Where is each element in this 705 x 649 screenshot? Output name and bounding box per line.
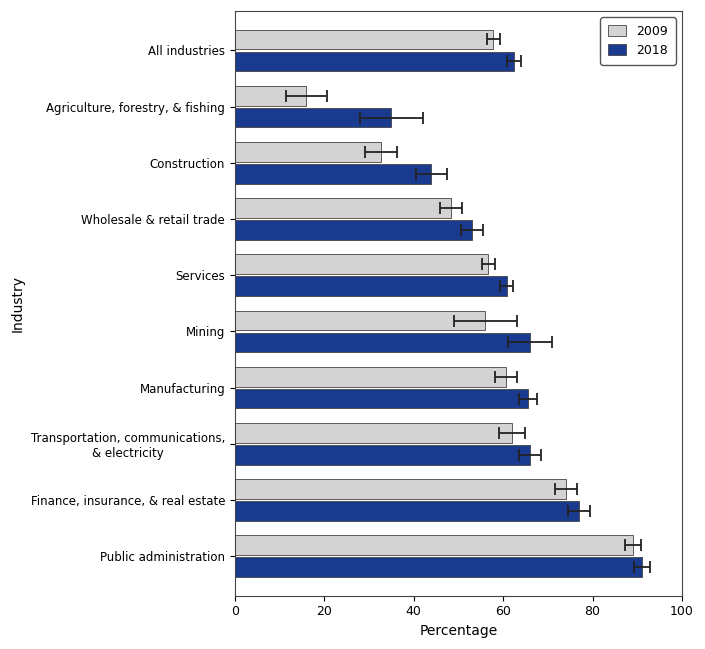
Bar xyxy=(235,367,506,387)
Bar xyxy=(235,254,489,274)
Bar xyxy=(235,220,472,240)
Bar xyxy=(235,423,512,443)
Bar xyxy=(235,276,507,296)
Bar xyxy=(235,445,530,465)
Bar xyxy=(235,86,307,106)
Bar xyxy=(235,198,450,218)
Bar xyxy=(235,311,485,330)
Bar xyxy=(235,557,642,577)
Bar xyxy=(235,535,633,555)
Bar xyxy=(235,51,514,71)
Bar xyxy=(235,501,579,521)
Bar xyxy=(235,142,381,162)
Bar xyxy=(235,164,431,184)
Bar xyxy=(235,108,391,127)
Bar xyxy=(235,389,528,408)
X-axis label: Percentage: Percentage xyxy=(419,624,498,638)
Bar xyxy=(235,479,565,499)
Bar xyxy=(235,332,530,352)
Legend: 2009, 2018: 2009, 2018 xyxy=(600,18,675,65)
Bar xyxy=(235,30,494,49)
Y-axis label: Industry: Industry xyxy=(11,275,25,332)
